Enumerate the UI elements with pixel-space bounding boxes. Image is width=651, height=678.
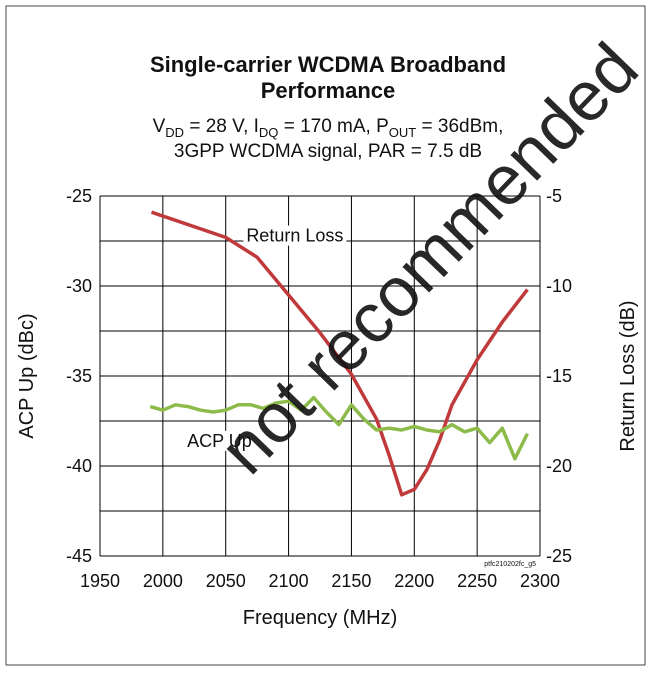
frame: [5, 5, 646, 666]
annotation: Return Loss: [246, 226, 343, 246]
y2-tick-label: -5: [546, 186, 562, 206]
y2-tick-label: -20: [546, 456, 572, 476]
x-tick-label: 2250: [457, 571, 497, 591]
subtitle-text: = 36dBm,: [416, 116, 503, 137]
chart-title: Performance: [261, 78, 396, 103]
x-tick-label: 2200: [394, 571, 434, 591]
y-tick-label: -25: [66, 186, 92, 206]
x-tick-label: 2100: [269, 571, 309, 591]
y2-tick-label: -15: [546, 366, 572, 386]
y2-tick-label: -10: [546, 276, 572, 296]
chart-subtitle: VDD = 28 V, IDQ = 170 mA, POUT = 36dBm,: [153, 116, 504, 140]
annotation: ACP Up: [187, 431, 252, 451]
y2-axis-label: Return Loss (dB): [617, 300, 639, 451]
x-tick-label: 1950: [80, 571, 120, 591]
y-axis-label: ACP Up (dBc): [16, 313, 38, 438]
x-tick-label: 2050: [206, 571, 246, 591]
subscript: OUT: [389, 125, 417, 140]
figure-code: ptfc210202fc_g5: [484, 561, 536, 568]
y-tick-label: -40: [66, 456, 92, 476]
annotation-bg: [243, 225, 347, 246]
x-axis-label: Frequency (MHz): [243, 607, 397, 629]
subscript: DQ: [259, 125, 279, 140]
chart-subtitle: 3GPP WCDMA signal, PAR = 7.5 dB: [174, 141, 482, 162]
line-series: [150, 210, 529, 497]
subtitle-text: V: [153, 116, 166, 137]
subscript: DD: [165, 125, 184, 140]
annotation-bg: [184, 430, 255, 451]
y-tick-label: -30: [66, 276, 92, 296]
subtitle-text: 3GPP WCDMA signal, PAR = 7.5 dB: [174, 141, 482, 162]
line-series: [149, 395, 529, 461]
subtitle-text: = 170 mA, P: [278, 116, 388, 137]
chart-title: Single-carrier WCDMA Broadband: [150, 52, 506, 77]
x-tick-label: 2300: [520, 571, 560, 591]
y2-tick-label: -25: [546, 546, 572, 566]
x-tick-label: 2150: [331, 571, 371, 591]
x-tick-label: 2000: [143, 571, 183, 591]
y-tick-label: -35: [66, 366, 92, 386]
y-tick-label: -45: [66, 546, 92, 566]
subtitle-text: = 28 V, I: [184, 116, 259, 137]
